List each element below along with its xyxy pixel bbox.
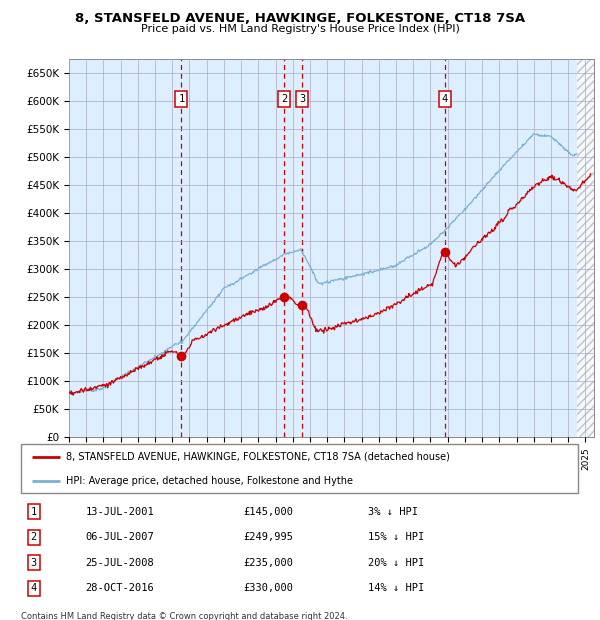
Text: 3% ↓ HPI: 3% ↓ HPI xyxy=(368,507,418,516)
Text: Contains HM Land Registry data © Crown copyright and database right 2024.
This d: Contains HM Land Registry data © Crown c… xyxy=(21,612,347,620)
Text: 2: 2 xyxy=(31,532,37,542)
Text: 8, STANSFELD AVENUE, HAWKINGE, FOLKESTONE, CT18 7SA (detached house): 8, STANSFELD AVENUE, HAWKINGE, FOLKESTON… xyxy=(66,452,450,462)
Text: £145,000: £145,000 xyxy=(244,507,293,516)
Text: Price paid vs. HM Land Registry's House Price Index (HPI): Price paid vs. HM Land Registry's House … xyxy=(140,24,460,33)
Text: HPI: Average price, detached house, Folkestone and Hythe: HPI: Average price, detached house, Folk… xyxy=(66,476,353,485)
FancyBboxPatch shape xyxy=(21,444,578,494)
Polygon shape xyxy=(577,59,594,437)
Text: 2: 2 xyxy=(281,94,287,104)
Text: 15% ↓ HPI: 15% ↓ HPI xyxy=(368,532,424,542)
Text: 28-OCT-2016: 28-OCT-2016 xyxy=(86,583,154,593)
Text: 4: 4 xyxy=(442,94,448,104)
Text: 3: 3 xyxy=(299,94,305,104)
Text: 8, STANSFELD AVENUE, HAWKINGE, FOLKESTONE, CT18 7SA: 8, STANSFELD AVENUE, HAWKINGE, FOLKESTON… xyxy=(75,12,525,25)
Text: 1: 1 xyxy=(178,94,185,104)
Text: 06-JUL-2007: 06-JUL-2007 xyxy=(86,532,154,542)
Text: £249,995: £249,995 xyxy=(244,532,293,542)
Text: 20% ↓ HPI: 20% ↓ HPI xyxy=(368,558,424,568)
Text: £235,000: £235,000 xyxy=(244,558,293,568)
Text: 25-JUL-2008: 25-JUL-2008 xyxy=(86,558,154,568)
Text: 14% ↓ HPI: 14% ↓ HPI xyxy=(368,583,424,593)
Text: 3: 3 xyxy=(31,558,37,568)
Text: £330,000: £330,000 xyxy=(244,583,293,593)
Text: 13-JUL-2001: 13-JUL-2001 xyxy=(86,507,154,516)
Text: 4: 4 xyxy=(31,583,37,593)
Text: 1: 1 xyxy=(31,507,37,516)
